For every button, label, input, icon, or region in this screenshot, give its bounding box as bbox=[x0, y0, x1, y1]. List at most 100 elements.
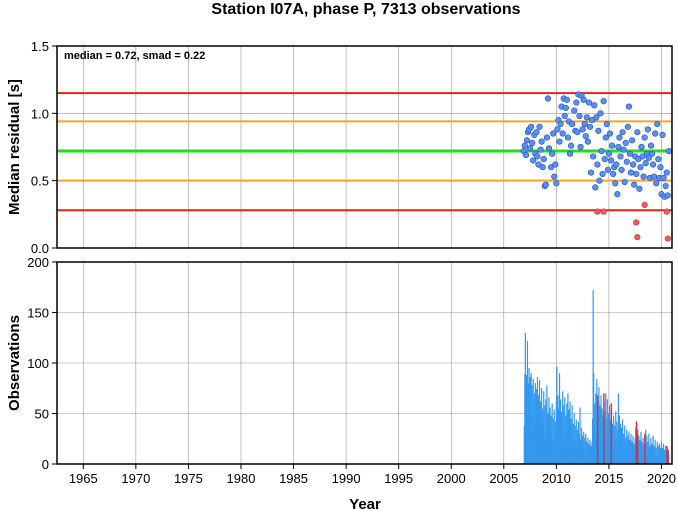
residual-point bbox=[634, 129, 641, 136]
residual-point bbox=[540, 156, 547, 163]
x-tick-label: 1965 bbox=[69, 471, 98, 486]
observation-bars bbox=[523, 290, 670, 464]
residual-point bbox=[538, 138, 545, 145]
y-tick-label: 100 bbox=[27, 356, 49, 371]
outlier-point bbox=[634, 234, 641, 241]
residual-point bbox=[626, 150, 634, 157]
residual-point bbox=[631, 181, 638, 188]
residual-point bbox=[600, 98, 607, 105]
residual-point bbox=[551, 173, 558, 180]
residual-point bbox=[616, 134, 623, 141]
median-smad-annotation: median = 0.72, smad = 0.22 bbox=[64, 50, 205, 62]
residual-point bbox=[537, 146, 544, 153]
residual-point bbox=[528, 123, 535, 130]
residual-point bbox=[569, 121, 576, 128]
outlier-point bbox=[594, 208, 601, 215]
y-tick-label: 0.0 bbox=[31, 241, 49, 256]
outlier-point bbox=[600, 208, 607, 215]
residual-point bbox=[612, 180, 619, 187]
residual-point bbox=[604, 166, 611, 173]
residual-point bbox=[549, 150, 556, 157]
residual-point bbox=[593, 114, 600, 121]
residual-point bbox=[595, 127, 602, 134]
residual-point bbox=[583, 114, 590, 121]
residual-point bbox=[623, 158, 630, 165]
x-tick-label: 2020 bbox=[647, 471, 676, 486]
residual-yticks: 0.0 0.5 1.0 1.5 bbox=[31, 39, 57, 256]
residual-point bbox=[557, 121, 564, 128]
residual-point bbox=[613, 161, 620, 168]
residual-point bbox=[530, 157, 537, 164]
residual-point bbox=[542, 181, 549, 188]
residual-points bbox=[520, 91, 672, 242]
residual-point bbox=[576, 112, 583, 120]
residual-point bbox=[564, 134, 572, 141]
residual-frame bbox=[56, 45, 673, 249]
residual-point bbox=[614, 191, 621, 198]
residual-point bbox=[545, 145, 553, 152]
residual-y-axis-label: Median residual [s] bbox=[6, 79, 23, 215]
residual-point bbox=[607, 157, 615, 164]
residual-point bbox=[638, 143, 645, 151]
residual-point bbox=[625, 103, 632, 110]
residual-point bbox=[581, 121, 588, 128]
residual-point bbox=[641, 134, 648, 141]
outlier-point bbox=[664, 235, 671, 242]
residual-point bbox=[653, 180, 660, 187]
residual-point bbox=[633, 170, 640, 178]
residual-point bbox=[556, 138, 563, 145]
y-tick-label: 50 bbox=[35, 407, 49, 422]
residual-point bbox=[622, 139, 629, 147]
residual-point bbox=[597, 110, 604, 117]
residual-point bbox=[567, 142, 575, 149]
residual-point bbox=[553, 180, 560, 187]
x-tick-label: 1990 bbox=[332, 471, 361, 486]
x-tick-label: 2000 bbox=[437, 471, 466, 486]
residual-point bbox=[552, 161, 559, 168]
y-tick-label: 0 bbox=[42, 457, 49, 472]
residual-point bbox=[637, 164, 644, 171]
residual-point bbox=[591, 102, 598, 109]
x-axis-label: Year bbox=[349, 496, 381, 511]
residual-point bbox=[539, 164, 546, 171]
residual-point bbox=[582, 133, 589, 140]
residual-point bbox=[554, 126, 561, 133]
outlier-point bbox=[663, 208, 670, 215]
residual-point bbox=[562, 104, 569, 112]
residual-point bbox=[659, 131, 666, 138]
residual-reference-lines bbox=[57, 92, 672, 212]
residual-point bbox=[630, 161, 637, 168]
residual-point bbox=[651, 173, 658, 180]
residual-point bbox=[620, 146, 627, 153]
residual-point bbox=[617, 153, 624, 160]
residual-point bbox=[652, 130, 659, 137]
residual-point bbox=[655, 156, 662, 163]
residual-point bbox=[649, 161, 657, 168]
residual-point bbox=[586, 123, 594, 130]
residual-point bbox=[663, 169, 670, 176]
residual-point bbox=[640, 173, 647, 180]
residual-point bbox=[603, 121, 610, 128]
x-tick-label: 2005 bbox=[489, 471, 518, 486]
y-tick-label: 0.5 bbox=[31, 174, 49, 189]
residual-point bbox=[585, 99, 593, 106]
residual-point bbox=[628, 137, 636, 144]
residual-point bbox=[648, 150, 656, 157]
residual-point bbox=[598, 147, 605, 155]
residual-point bbox=[590, 153, 597, 160]
residual-point bbox=[657, 164, 664, 171]
residual-point bbox=[521, 142, 528, 149]
residual-point bbox=[580, 96, 587, 103]
residual-point bbox=[624, 123, 631, 130]
observations-panel: 0 50 100 150 200 1965 1970 1975 1980 1985 1990 199… bbox=[6, 255, 676, 511]
y-tick-label: 1.5 bbox=[31, 39, 49, 54]
residual-point bbox=[574, 129, 581, 136]
residual-point bbox=[571, 107, 578, 114]
residual-point bbox=[584, 138, 591, 145]
residual-panel: 0.00.51.01.5 median = 0.72, smad = 0.22 … bbox=[6, 39, 673, 256]
residual-point bbox=[599, 170, 606, 178]
residual-point bbox=[621, 178, 628, 186]
outlier-point bbox=[641, 201, 648, 209]
residual-point bbox=[523, 137, 531, 144]
observations-y-axis-label: Observations bbox=[6, 315, 23, 411]
